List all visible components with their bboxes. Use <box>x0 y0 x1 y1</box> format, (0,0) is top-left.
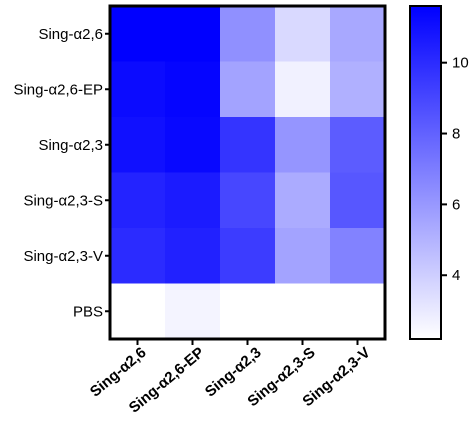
row-label: Sing-α2,6 <box>38 26 103 43</box>
column-labels: Sing-α2,6Sing-α2,6-EPSing-α2,3Sing-α2,3-… <box>87 339 374 417</box>
heatmap-cell <box>110 61 166 118</box>
heatmap-cell <box>275 172 331 229</box>
heatmap-cell <box>165 61 221 118</box>
heatmap-cell <box>220 228 276 284</box>
row-label: PBS <box>73 303 103 320</box>
row-label: Sing-α2,3 <box>38 137 103 154</box>
row-labels: Sing-α2,6 Sing-α2,6-EP Sing-α2,3 Sing-α2,3-… <box>13 26 110 320</box>
colorbar-ticks: 4 6 8 10 <box>441 55 469 284</box>
heatmap-cell <box>275 6 331 62</box>
heatmap-cell <box>220 61 276 118</box>
heatmap-cell <box>220 172 276 229</box>
row-label: Sing-α2,3-V <box>23 248 103 265</box>
heatmap-cell <box>275 117 331 173</box>
heatmap-cell <box>110 172 166 229</box>
heatmap-cell <box>165 283 221 340</box>
heatmap-cell <box>165 172 221 229</box>
heatmap-cell <box>165 228 221 284</box>
heatmap-cell <box>275 283 331 340</box>
heatmap-cell <box>165 6 221 62</box>
row-label: Sing-α2,6-EP <box>13 81 103 98</box>
heatmap-cell <box>275 228 331 284</box>
heatmap-cell <box>220 283 276 340</box>
colorbar-tick-label: 10 <box>452 55 469 72</box>
heatmap-cell <box>220 6 276 62</box>
heatmap-cell <box>110 6 166 62</box>
colorbar-gradient <box>409 5 442 340</box>
heatmap-cell <box>220 117 276 173</box>
heatmap-cell <box>330 228 386 284</box>
heatmap-cell <box>110 117 166 173</box>
heatmap-cell <box>330 172 386 229</box>
colorbar-tick-label: 4 <box>452 267 460 284</box>
heatmap-cell <box>110 228 166 284</box>
colorbar-tick-label: 8 <box>452 126 460 143</box>
heatmap-cell <box>110 283 166 340</box>
heatmap-cell <box>330 6 386 62</box>
row-label: Sing-α2,3-S <box>23 192 103 209</box>
heatmap-cell <box>275 61 331 118</box>
heatmap-cell <box>165 117 221 173</box>
colorbar-tick-label: 6 <box>452 196 460 213</box>
heatmap-cell <box>330 283 386 340</box>
heatmap-cell <box>330 61 386 118</box>
heatmap-cell <box>330 117 386 173</box>
heatmap-cells <box>110 6 386 340</box>
colorbar: 4 6 8 10 <box>409 5 469 340</box>
